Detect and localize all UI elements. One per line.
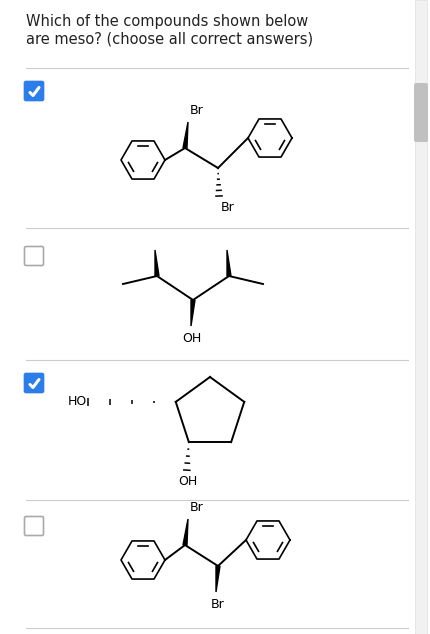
Polygon shape: [183, 519, 188, 545]
Text: Br: Br: [221, 201, 235, 214]
Polygon shape: [227, 250, 231, 276]
Text: Which of the compounds shown below: Which of the compounds shown below: [26, 14, 308, 29]
FancyBboxPatch shape: [25, 82, 43, 101]
Text: OH: OH: [182, 332, 202, 345]
Text: Br: Br: [211, 598, 225, 611]
Text: Br: Br: [190, 104, 204, 117]
Polygon shape: [155, 250, 159, 276]
FancyBboxPatch shape: [414, 83, 428, 142]
Text: OH: OH: [178, 475, 197, 488]
Text: HO: HO: [68, 396, 87, 408]
FancyBboxPatch shape: [25, 247, 43, 266]
FancyBboxPatch shape: [25, 373, 43, 392]
Polygon shape: [183, 122, 188, 148]
Text: Br: Br: [190, 501, 204, 514]
Text: are meso? (choose all correct answers): are meso? (choose all correct answers): [26, 32, 313, 47]
Polygon shape: [216, 566, 220, 592]
FancyBboxPatch shape: [415, 0, 427, 634]
Polygon shape: [191, 300, 195, 326]
FancyBboxPatch shape: [25, 517, 43, 536]
